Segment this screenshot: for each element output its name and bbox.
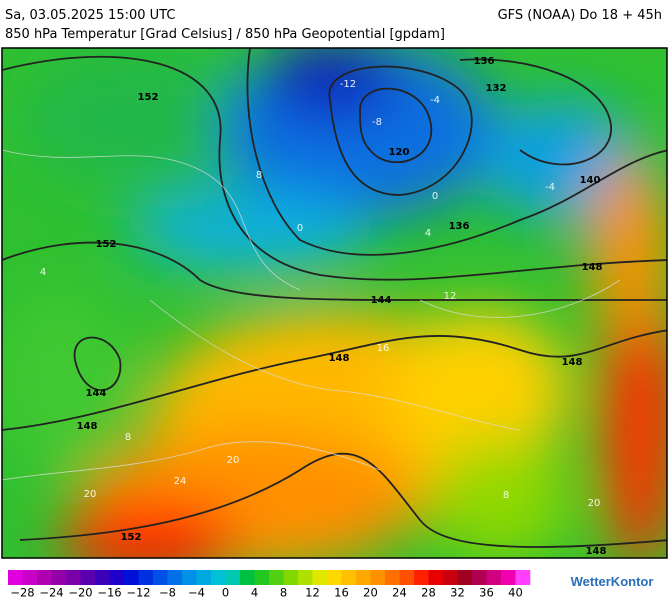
geopotential-label: 144 xyxy=(371,295,392,306)
colorbar-swatch xyxy=(428,570,444,585)
colorbar-swatch xyxy=(225,570,241,585)
colorbar-swatch xyxy=(124,570,139,585)
colorbar-swatch xyxy=(153,570,168,585)
colorbar-swatch xyxy=(298,570,313,585)
colorbar-swatch xyxy=(472,570,487,585)
colorbar-swatch xyxy=(457,570,473,585)
temperature-label: -4 xyxy=(545,182,555,193)
colorbar-swatch xyxy=(95,570,110,585)
geopotential-label: 144 xyxy=(86,388,107,399)
colorbar-tick-label: −12 xyxy=(126,586,150,600)
temperature-label: -12 xyxy=(340,79,356,90)
colorbar-swatch xyxy=(486,570,502,585)
geopotential-label: 148 xyxy=(582,262,603,273)
geopotential-label: 148 xyxy=(77,421,98,432)
colorbar-swatch xyxy=(109,570,125,585)
colorbar-swatch xyxy=(269,570,284,585)
colorbar-swatch xyxy=(211,570,226,585)
colorbar-swatch xyxy=(167,570,183,585)
geopotential-label: 136 xyxy=(474,56,495,67)
temperature-label: 24 xyxy=(174,476,187,487)
colorbar-tick-label: −28 xyxy=(10,586,34,600)
colorbar-tick-label: 36 xyxy=(479,586,494,600)
colorbar-tick-label: −16 xyxy=(97,586,121,600)
colorbar-swatch xyxy=(414,570,429,585)
colorbar-tick-label: −24 xyxy=(39,586,63,600)
colorbar-swatch xyxy=(327,570,342,585)
datetime: Sa, 03.05.2025 15:00 UTC xyxy=(5,8,175,23)
colorbar-swatch xyxy=(138,570,154,585)
temperature-label: 0 xyxy=(432,191,438,202)
geopotential-label: 132 xyxy=(486,83,507,94)
colorbar-tick-label: 12 xyxy=(305,586,320,600)
colorbar-tick-label: 28 xyxy=(421,586,436,600)
colorbar-swatch xyxy=(399,570,415,585)
colorbar-tick-label: 8 xyxy=(280,586,287,600)
colorbar-tick-label: −4 xyxy=(188,586,205,600)
colorbar-swatch xyxy=(356,570,371,585)
geopotential-label: 136 xyxy=(449,221,470,232)
colorbar-swatch xyxy=(515,570,531,585)
colorbar-swatch xyxy=(37,570,52,585)
colorbar-swatch xyxy=(196,570,212,585)
brand: WetterKontor xyxy=(571,574,654,589)
colorbar-swatch xyxy=(501,570,516,585)
colorbar-swatch xyxy=(370,570,386,585)
colorbar: −28 −24 −20 −16 −12 −8 −4 0 4 8 12 16 20 24 28 32 36 40 xyxy=(8,570,531,600)
temperature-label: 20 xyxy=(227,455,240,466)
colorbar-tick-label: 0 xyxy=(222,586,229,600)
colorbar-tick-label: 40 xyxy=(508,586,523,600)
colorbar-swatch xyxy=(283,570,299,585)
geopotential-label: 148 xyxy=(562,357,583,368)
geopotential-label: 148 xyxy=(329,353,350,364)
colorbar-swatch xyxy=(8,570,23,585)
geopotential-label: 140 xyxy=(580,175,601,186)
temperature-label: -4 xyxy=(430,95,440,106)
colorbar-swatch xyxy=(66,570,81,585)
temperature-label: 12 xyxy=(444,291,457,302)
colorbar-tick-label: 32 xyxy=(450,586,465,600)
model-run: GFS (NOAA) Do 18 + 45h xyxy=(498,8,662,23)
temperature-label: -8 xyxy=(372,117,382,128)
colorbar-tick-label: −20 xyxy=(68,586,92,600)
temperature-label: 0 xyxy=(297,223,303,234)
colorbar-tick-label: −8 xyxy=(159,586,176,600)
colorbar-swatch xyxy=(312,570,328,585)
geopotential-label: 120 xyxy=(389,147,410,158)
subtitle: 850 hPa Temperatur [Grad Celsius] / 850 … xyxy=(5,27,445,42)
colorbar-swatch xyxy=(80,570,96,585)
temperature-label: 8 xyxy=(125,432,131,443)
colorbar-swatch xyxy=(51,570,67,585)
temperature-label: 4 xyxy=(425,228,431,239)
colorbar-swatch xyxy=(385,570,400,585)
temperature-label: 4 xyxy=(40,267,46,278)
temperature-label: 20 xyxy=(84,489,97,500)
temperature-label: 20 xyxy=(588,498,601,509)
colorbar-tick-label: 4 xyxy=(251,586,258,600)
colorbar-swatch xyxy=(254,570,270,585)
colorbar-tick-label: 16 xyxy=(334,586,349,600)
geopotential-label: 148 xyxy=(586,546,607,557)
colorbar-tick-label: 20 xyxy=(363,586,378,600)
geopotential-label: 152 xyxy=(121,532,142,543)
temperature-label: 8 xyxy=(503,490,509,501)
colorbar-swatch xyxy=(22,570,38,585)
colorbar-swatch xyxy=(341,570,357,585)
map-frame xyxy=(1,47,668,559)
geopotential-label: 152 xyxy=(138,92,159,103)
temperature-label: 8 xyxy=(256,170,262,181)
colorbar-tick-label: 24 xyxy=(392,586,407,600)
temperature-label: 16 xyxy=(377,343,390,354)
colorbar-swatch xyxy=(182,570,197,585)
colorbar-swatch xyxy=(443,570,458,585)
colorbar-swatch xyxy=(240,570,255,585)
geopotential-label: 152 xyxy=(96,239,117,250)
map xyxy=(2,48,667,558)
